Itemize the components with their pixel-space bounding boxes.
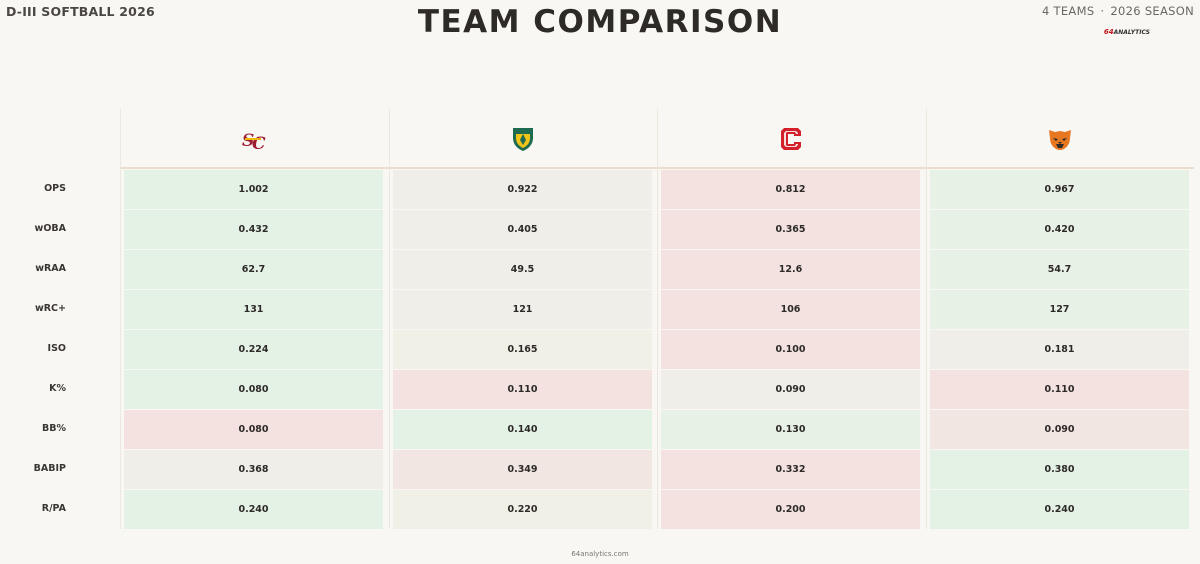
svg-text:S: S [242,131,254,151]
value-cell: 0.349 [393,450,652,489]
column-divider [389,109,390,529]
value-cell: 0.110 [393,370,652,409]
column-divider [120,109,121,529]
metric-label: wRAA [35,263,66,274]
value-cell: 106 [661,290,920,329]
value-cell: 0.967 [930,170,1189,209]
value-cell: 1.002 [124,170,383,209]
value-cell: 0.420 [930,210,1189,249]
value-cell: 12.6 [661,250,920,289]
value-cell: 131 [124,290,383,329]
separator-dot: · [1100,4,1105,18]
metric-label: wRC+ [34,303,66,314]
value-cell: 0.368 [124,450,383,489]
value-cell: 0.140 [393,410,652,449]
metric-label: OPS [44,183,66,194]
value-cell: 0.922 [393,170,652,209]
value-cell: 0.224 [124,330,383,369]
metric-label: BB% [41,423,66,434]
season-label: 2026 SEASON [1110,4,1194,18]
brand-logo: 64ANALYTICS [1104,28,1150,36]
value-cell: 54.7 [930,250,1189,289]
teams-count: 4 TEAMS [1041,4,1095,18]
metric-label: K% [49,383,66,394]
value-cell: 0.332 [661,450,920,489]
value-cell: 0.220 [393,490,652,529]
value-cell: 0.165 [393,330,652,369]
panther-head-logo [1047,126,1073,152]
value-cell: 0.080 [124,370,383,409]
value-cell: 127 [930,290,1189,329]
value-cell: 0.100 [661,330,920,369]
value-cell: 0.380 [930,450,1189,489]
metric-label: ISO [47,343,66,354]
brand-number: 64 [1103,28,1114,36]
page-title: TEAM COMPARISON [417,4,783,40]
value-cell: 0.200 [661,490,920,529]
metric-label: BABIP [33,463,66,474]
value-cell: 0.090 [661,370,920,409]
value-cell: 0.432 [124,210,383,249]
column-divider [926,109,927,529]
value-cell: 0.110 [930,370,1189,409]
league-label: D-III SOFTBALL 2026 [6,4,155,19]
value-cell: 121 [393,290,652,329]
value-cell: 0.812 [661,170,920,209]
value-cell: 0.240 [930,490,1189,529]
season-info: 4 TEAMS · 2026 SEASON [1042,4,1194,18]
value-cell: 0.365 [661,210,920,249]
footer-url: 64analytics.com [571,550,629,558]
value-cell: 0.405 [393,210,652,249]
value-cell: 0.240 [124,490,383,529]
value-cell: 62.7 [124,250,383,289]
column-divider [657,109,658,529]
block-c-logo [778,126,804,152]
value-cell: 0.080 [124,410,383,449]
metric-label: wOBA [34,223,66,234]
value-cell: 0.130 [661,410,920,449]
value-cell: 49.5 [393,250,652,289]
brand-word: ANALYTICS [1113,29,1150,36]
metric-label: R/PA [41,503,66,514]
svg-text:C: C [252,134,266,152]
value-cell: 0.090 [930,410,1189,449]
shield-crest-logo [510,126,536,152]
value-cell: 0.181 [930,330,1189,369]
